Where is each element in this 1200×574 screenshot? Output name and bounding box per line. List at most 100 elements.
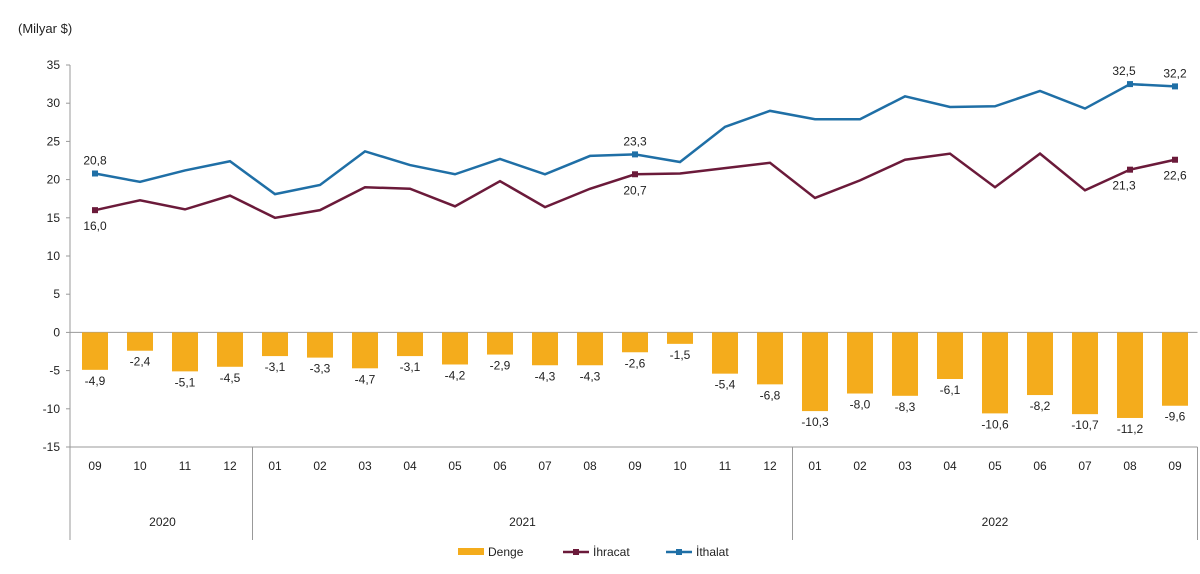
bar-denge: [1117, 332, 1143, 418]
bar-denge: [622, 332, 648, 353]
bar-label: -10,3: [801, 415, 829, 429]
year-label: 2022: [982, 515, 1009, 529]
bar-denge: [442, 332, 468, 365]
x-tick-label: 11: [719, 459, 732, 473]
x-tick-label: 09: [88, 459, 102, 473]
bar-label: -11,2: [1117, 422, 1144, 436]
bar-label: -10,7: [1071, 418, 1099, 432]
line-data-label: 20,7: [623, 183, 647, 197]
bar-label: -2,4: [130, 355, 151, 369]
x-tick-label: 07: [538, 459, 552, 473]
legend-label: Denge: [488, 545, 524, 559]
bar-label: -4,3: [535, 369, 556, 383]
bar-denge: [712, 332, 738, 374]
bar-label: -4,9: [85, 374, 106, 388]
x-tick-label: 06: [493, 459, 507, 473]
bar-label: -5,4: [715, 378, 736, 392]
x-tick-label: 08: [583, 459, 597, 473]
x-tick-label: 07: [1078, 459, 1092, 473]
bar-denge: [577, 332, 603, 366]
bar-denge: [757, 332, 783, 385]
bar-label: -3,1: [265, 360, 286, 374]
bar-denge: [397, 332, 423, 357]
bar-label: -8,0: [850, 398, 871, 412]
x-tick-label: 05: [988, 459, 1002, 473]
y-unit-label: (Milyar $): [18, 21, 72, 36]
y-tick-label: 25: [47, 134, 61, 148]
x-tick-label: 09: [628, 459, 642, 473]
bar-label: -3,1: [400, 360, 421, 374]
line-data-label: 20,8: [83, 153, 107, 167]
line-marker: [1172, 83, 1178, 90]
x-tick-label: 10: [133, 459, 147, 473]
y-tick-label: 35: [47, 58, 61, 72]
x-tick-label: 04: [403, 459, 417, 473]
bar-denge: [262, 332, 288, 357]
line-marker: [1127, 81, 1133, 88]
legend-swatch-denge: [458, 548, 484, 555]
bar-denge: [667, 332, 693, 344]
x-tick-label: 12: [223, 459, 237, 473]
bar-denge: [127, 332, 153, 351]
y-tick-label: 20: [47, 173, 61, 187]
legend-label: İthalat: [696, 545, 729, 559]
bar-label: -6,8: [760, 388, 781, 402]
bar-label: -8,2: [1030, 399, 1051, 413]
x-tick-label: 09: [1168, 459, 1182, 473]
y-tick-label: 10: [47, 249, 61, 263]
year-label: 2020: [149, 515, 176, 529]
x-tick-label: 10: [673, 459, 687, 473]
bar-label: -8,3: [895, 400, 916, 414]
x-tick-label: 11: [179, 459, 192, 473]
y-tick-label: -10: [43, 402, 61, 416]
bar-denge: [307, 332, 333, 358]
line-marker: [92, 207, 98, 214]
x-tick-label: 08: [1123, 459, 1137, 473]
x-tick-label: 02: [853, 459, 867, 473]
bar-denge: [847, 332, 873, 394]
legend-marker: [573, 549, 579, 555]
bar-denge: [532, 332, 558, 366]
line-marker: [1127, 166, 1133, 173]
x-tick-label: 06: [1033, 459, 1047, 473]
x-tick-label: 12: [763, 459, 777, 473]
y-tick-label: -5: [49, 364, 60, 378]
y-tick-label: 30: [47, 96, 61, 110]
legend-marker: [676, 549, 682, 555]
bar-label: -5,1: [175, 375, 196, 389]
bar-denge: [487, 332, 513, 355]
bar-label: -6,1: [940, 383, 961, 397]
year-label: 2021: [509, 515, 536, 529]
bar-label: -10,6: [981, 417, 1009, 431]
x-tick-label: 04: [943, 459, 957, 473]
x-tick-label: 03: [898, 459, 912, 473]
line-data-label: 21,3: [1112, 179, 1136, 193]
bar-denge: [937, 332, 963, 380]
line-marker: [632, 151, 638, 158]
bar-denge: [352, 332, 378, 369]
bar-denge: [1027, 332, 1053, 396]
y-tick-label: 5: [53, 287, 60, 301]
bar-label: -9,6: [1165, 410, 1186, 424]
bar-denge: [217, 332, 243, 367]
line-data-label: 23,3: [623, 134, 647, 148]
x-tick-label: 01: [808, 459, 822, 473]
x-tick-label: 05: [448, 459, 462, 473]
bar-denge: [982, 332, 1008, 414]
x-tick-label: 02: [313, 459, 327, 473]
legend-label: İhracat: [593, 545, 630, 559]
bar-label: -3,3: [310, 362, 331, 376]
y-tick-label: -15: [43, 440, 61, 454]
bar-label: -4,7: [355, 372, 376, 386]
bar-label: -4,5: [220, 371, 241, 385]
y-tick-label: 0: [53, 325, 60, 339]
bar-denge: [82, 332, 108, 370]
line-marker: [1172, 156, 1178, 163]
line-marker: [632, 171, 638, 178]
x-tick-label: 03: [358, 459, 372, 473]
line-data-label: 16,0: [83, 219, 107, 233]
bar-label: -1,5: [670, 348, 691, 362]
bar-denge: [1162, 332, 1188, 406]
